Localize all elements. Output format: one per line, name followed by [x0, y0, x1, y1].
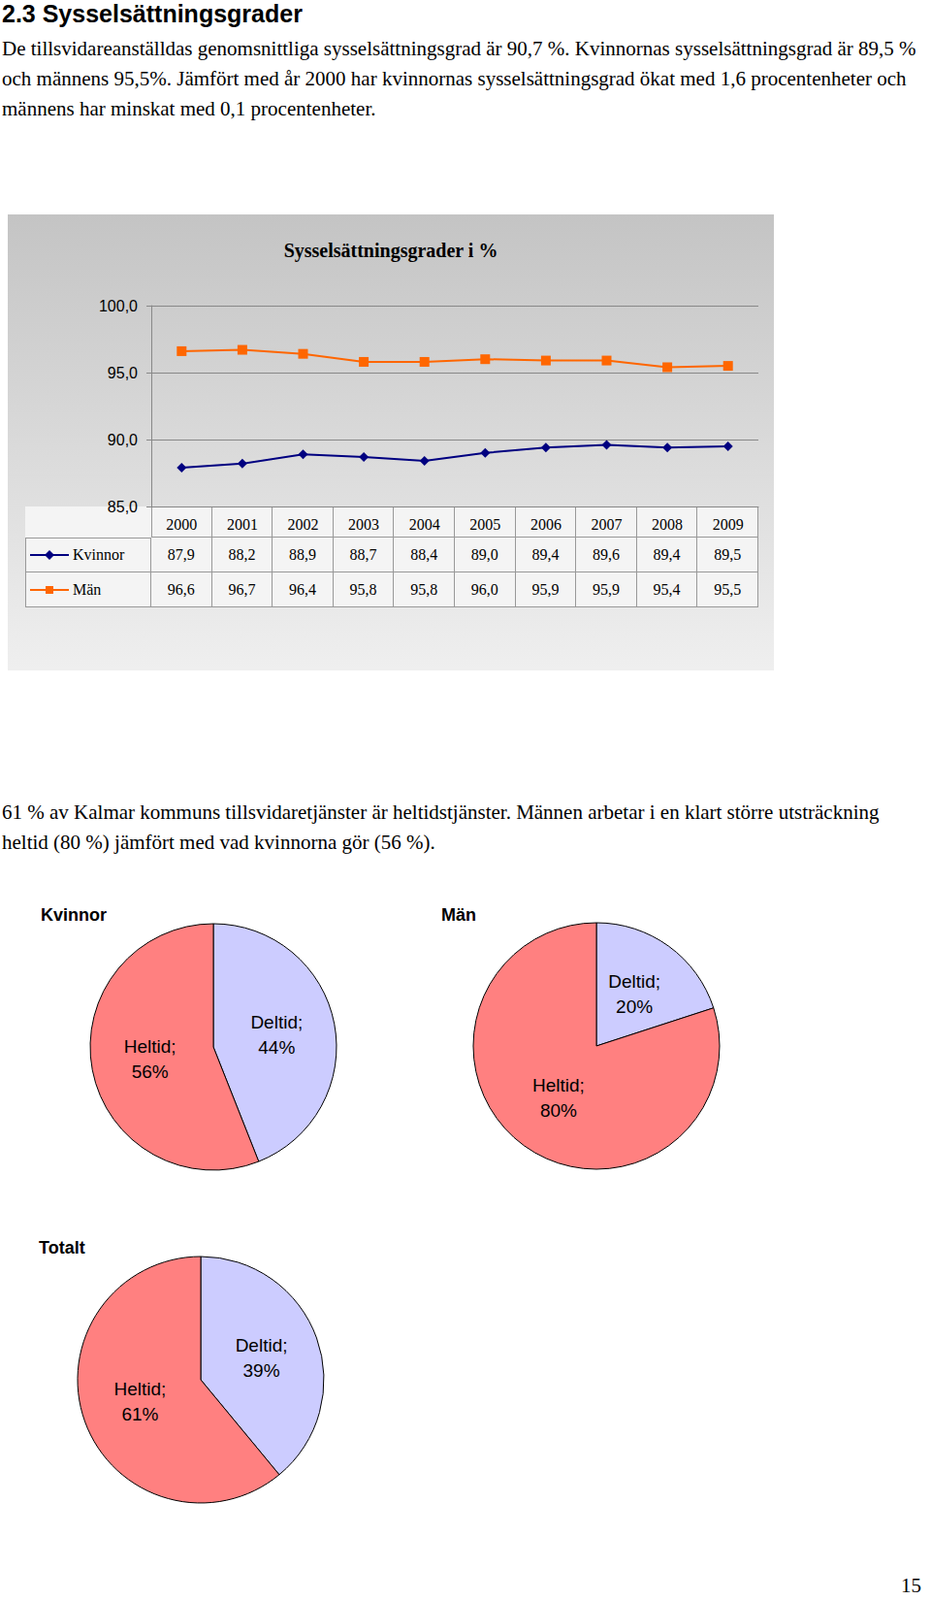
- svg-text:2009: 2009: [712, 515, 744, 533]
- html-text:89,6: 89,6: [592, 545, 620, 562]
- svg-text:90,0: 90,0: [107, 431, 138, 449]
- svg-text:2001: 2001: [226, 515, 258, 533]
- html-text:89,4: 89,4: [531, 545, 559, 562]
- html-text:95,8: 95,8: [410, 580, 438, 597]
- html-text:88,7: 88,7: [349, 545, 377, 562]
- html-text:15: 15: [900, 1573, 922, 1597]
- svg-text:Heltid;: Heltid;: [532, 1074, 585, 1095]
- svg-text:39%: 39%: [243, 1359, 281, 1381]
- svg-text:44%: 44%: [257, 1036, 295, 1058]
- html-text:88,4: 88,4: [410, 545, 438, 562]
- html-text:89,5: 89,5: [713, 545, 742, 562]
- svg-text:Sysselsättningsgrader i %: Sysselsättningsgrader i %: [284, 239, 499, 262]
- html-text:96,7: 96,7: [228, 580, 256, 597]
- svg-text:Deltid;: Deltid;: [608, 970, 661, 992]
- svg-text:2008: 2008: [651, 515, 683, 533]
- html-text:95,4: 95,4: [653, 580, 681, 597]
- svg-text:Deltid;: Deltid;: [235, 1334, 289, 1355]
- svg-text:2006: 2006: [530, 515, 562, 533]
- svg-text:Män: Män: [441, 904, 477, 925]
- svg-text:Heltid;: Heltid;: [124, 1035, 177, 1057]
- html-text:89,0: 89,0: [471, 545, 499, 562]
- svg-text:2002: 2002: [288, 515, 320, 533]
- html-text:96,0: 96,0: [471, 580, 499, 597]
- html-text:88,2: 88,2: [228, 545, 256, 562]
- svg-text:80%: 80%: [540, 1099, 578, 1121]
- html-text:Kvinnor: Kvinnor: [72, 545, 125, 563]
- html-text:2.3 Sysselsättningsgrader: 2.3 Sysselsättningsgrader: [1, 0, 303, 28]
- html-text:88,9: 88,9: [288, 545, 317, 562]
- html-text:96,4: 96,4: [288, 580, 317, 597]
- html-text:89,4: 89,4: [653, 545, 681, 562]
- svg-text:61%: 61%: [121, 1403, 159, 1424]
- svg-text:85,0: 85,0: [107, 498, 138, 515]
- svg-text:Kvinnor: Kvinnor: [40, 904, 107, 925]
- svg-text:2003: 2003: [348, 515, 380, 533]
- svg-text:Heltid;: Heltid;: [114, 1378, 167, 1399]
- svg-text:2005: 2005: [469, 515, 501, 533]
- svg-text:2007: 2007: [591, 515, 623, 533]
- svg-text:2004: 2004: [409, 515, 441, 533]
- html-text:95,9: 95,9: [592, 580, 620, 597]
- html-text:96,6: 96,6: [167, 580, 195, 597]
- svg-text:100,0: 100,0: [98, 297, 138, 315]
- html-text:95,5: 95,5: [713, 580, 742, 597]
- html-text:De tillsvidareanställdas genom: De tillsvidareanställdas genomsnittliga …: [1, 36, 916, 121]
- svg-text:2000: 2000: [165, 515, 197, 533]
- html-text:61 % av Kalmar kommuns tillsvi: 61 % av Kalmar kommuns tillsvidaretjänst…: [1, 800, 880, 854]
- html-text:87,9: 87,9: [167, 545, 195, 562]
- html-text:95,9: 95,9: [531, 580, 559, 597]
- svg-text:Totalt: Totalt: [38, 1237, 86, 1257]
- html-text:95,8: 95,8: [349, 580, 377, 597]
- svg-text:Deltid;: Deltid;: [250, 1011, 303, 1032]
- svg-text:20%: 20%: [615, 995, 653, 1017]
- svg-text:56%: 56%: [131, 1060, 169, 1082]
- html-text:Män: Män: [72, 580, 102, 597]
- svg-text:95,0: 95,0: [107, 364, 138, 382]
